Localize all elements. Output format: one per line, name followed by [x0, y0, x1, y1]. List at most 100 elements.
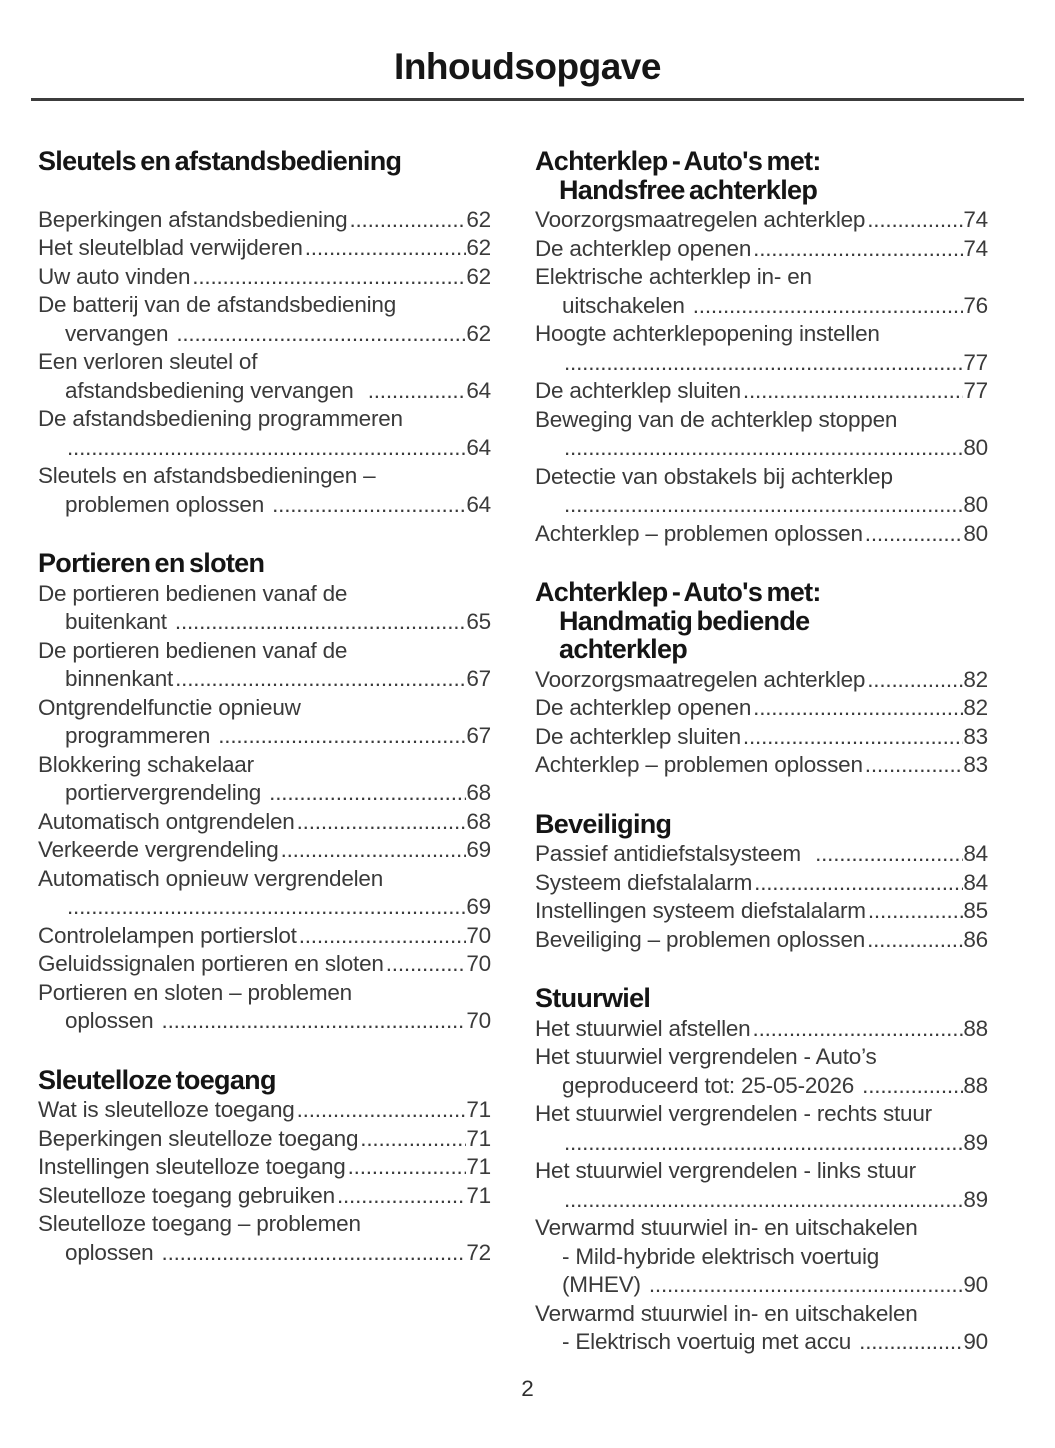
toc-entry: De achterklep openen....................… — [535, 694, 988, 723]
dot-leader: ........................................… — [336, 1182, 466, 1208]
toc-entry-lastline: buitenkant .............................… — [38, 608, 491, 637]
toc-entry-line: Systeem diefstalalarm — [535, 869, 753, 895]
page-ref: 89 — [963, 1186, 988, 1212]
page-ref: 88 — [963, 1015, 988, 1041]
toc-entry-line: Het stuurwiel vergrendelen - Auto’s — [535, 1044, 877, 1069]
toc-entry-lastline: Sleutelloze toegang gebruiken...........… — [38, 1182, 491, 1211]
page-ref: 71 — [466, 1125, 491, 1151]
toc-entry-line: Achterklep – problemen oplossen — [535, 752, 863, 777]
dot-leader: ........................................… — [161, 1239, 467, 1265]
page-number: 2 — [521, 1376, 534, 1401]
toc-entry-line: Een verloren sleutel of — [38, 349, 258, 374]
page-ref: 90 — [963, 1272, 988, 1297]
toc-entry: De achterklep sluiten...................… — [535, 723, 988, 752]
toc-entry: Blokkering schakelaar portiervergrendelin… — [38, 751, 491, 808]
toc-entry: Verkeerde vergrendeling.................… — [38, 836, 491, 865]
page-ref: 76 — [963, 292, 988, 318]
toc-section: Stuurwiel Het stuurwiel afstellen........… — [535, 984, 988, 1357]
toc-entry-line: Het stuurwiel afstellen — [535, 1015, 751, 1041]
page-ref: 64 — [466, 491, 491, 517]
dot-leader: ........................................… — [298, 922, 467, 948]
page-ref: 62 — [466, 320, 491, 346]
section-heading-line: Beveiliging — [535, 808, 672, 839]
page-ref: 70 — [466, 1008, 491, 1033]
toc-entry-line: Het sleutelblad verwijderen — [38, 235, 303, 260]
toc-entry-lastline: Wat is sleutelloze toegang..............… — [38, 1096, 491, 1125]
toc-entry-lastline: uitschakelen ...........................… — [535, 292, 988, 321]
toc-entry-line: Elektrische achterklep in- en — [535, 264, 812, 289]
toc-entry-lastline: oplossen ...............................… — [38, 1239, 491, 1268]
toc-entry-line: Het stuurwiel vergrendelen - rechts stuu… — [535, 1101, 932, 1126]
toc-entry: Voorzorgsmaatregelen achterklep.........… — [535, 666, 988, 695]
toc-entry-line: Ontgrendelfunctie opnieuw — [38, 694, 301, 720]
toc-entry: De batterij van de afstandsbediening verv… — [38, 291, 491, 348]
toc-entry-lastline: Instellingen systeem diefstalalarm......… — [535, 897, 988, 926]
toc-entry-lastline: ........................................… — [38, 893, 491, 922]
toc-entry-line: Het stuurwiel vergrendelen - links stuur — [535, 1158, 916, 1183]
page-ref: 70 — [466, 922, 491, 948]
page-ref: 72 — [466, 1239, 491, 1265]
toc-entry-line: Voorzorgsmaatregelen achterklep — [535, 207, 866, 232]
toc-column-left: Sleutels en afstandsbediening Beperkingen… — [38, 147, 491, 1357]
page-ref: 80 — [963, 520, 988, 546]
dot-leader: ........................................… — [867, 207, 963, 232]
page-title: Inhoudsopgave — [394, 46, 661, 87]
page-ref: 64 — [466, 434, 491, 460]
page-ref: 71 — [466, 1182, 491, 1208]
dot-leader: ........................................… — [296, 808, 467, 834]
page-ref: 62 — [466, 235, 491, 260]
dot-leader: ........................................… — [692, 292, 964, 318]
toc-entry-lastline: Beperkingen sleutelloze toegang.........… — [38, 1125, 491, 1154]
toc-entry: Wat is sleutelloze toegang..............… — [38, 1096, 491, 1125]
toc-entry: Het sleutelblad verwijderen.............… — [38, 234, 491, 263]
toc-entry: Sleutelloze toegang gebruiken...........… — [38, 1182, 491, 1211]
dot-leader: ........................................… — [815, 841, 964, 866]
page-ref: 85 — [963, 898, 988, 923]
toc-entry: Een verloren sleutel of afstandsbediening… — [38, 348, 491, 405]
toc-entry-line: buitenkant — [65, 609, 173, 634]
toc-entry-lastline: Controlelampen portierslot..............… — [38, 922, 491, 951]
toc-entry-lastline: portiervergrendeling ...................… — [38, 779, 491, 808]
page-ref: 67 — [466, 666, 491, 691]
dot-leader: ........................................… — [174, 609, 466, 634]
dot-leader: ........................................… — [862, 1072, 963, 1098]
page-ref: 71 — [466, 1154, 491, 1179]
toc-entry-lastline: problemen oplossen .....................… — [38, 491, 491, 520]
page-ref: 80 — [963, 492, 988, 517]
toc-entry-line: Portieren en sloten – problemen — [38, 979, 352, 1005]
toc-section: Achterklep - Auto's met: Handmatig bedien… — [535, 578, 988, 780]
toc-entry-lastline: geproduceerd tot: 25-05-2026 ...........… — [535, 1072, 988, 1101]
toc-entry: Het stuurwiel vergrendelen - rechts stuu… — [535, 1100, 988, 1157]
toc-entry-lastline: De achterklep sluiten...................… — [535, 723, 988, 752]
toc-entry-lastline: - Elektrisch voertuig met accu .........… — [535, 1328, 988, 1357]
toc-entry-line: afstandsbediening vervangen — [65, 377, 366, 403]
toc-entry-line: Sleutels en afstandsbedieningen – — [38, 463, 376, 488]
page-ref: 86 — [963, 926, 988, 952]
toc-entry-line: Automatisch ontgrendelen — [38, 808, 295, 834]
dot-leader: ........................................… — [360, 1125, 466, 1151]
toc-entry-lastline: Voorzorgsmaatregelen achterklep.........… — [535, 206, 988, 235]
toc-entry-line: Uw auto vinden — [38, 263, 191, 289]
section-heading-line: Handmatig bediende — [559, 605, 810, 636]
toc-column-right: Achterklep - Auto's met: Handsfree achter… — [535, 147, 988, 1357]
toc-entry: Beperkingen sleutelloze toegang.........… — [38, 1125, 491, 1154]
page-ref: 77 — [963, 378, 988, 403]
toc-entry-line: portiervergrendeling — [65, 780, 268, 805]
toc-entry-lastline: (MHEV) .................................… — [535, 1271, 988, 1300]
dot-leader: ........................................… — [347, 1154, 467, 1179]
toc-entry-lastline: Instellingen sleutelloze toegang........… — [38, 1153, 491, 1182]
dot-leader: ........................................… — [867, 926, 964, 952]
section-heading-line: Handsfree achterklep — [559, 174, 818, 205]
page-ref: 82 — [963, 666, 988, 692]
page-ref: 69 — [466, 894, 491, 919]
toc-entry-lastline: Achterklep – problemen oplossen.........… — [535, 520, 988, 549]
toc-entry: Sleutelloze toegang – problemen oplossen … — [38, 1210, 491, 1267]
toc-entry-lastline: ........................................… — [535, 1186, 988, 1215]
page-ref: 70 — [466, 951, 491, 976]
toc-entry-lastline: Uw auto vinden..........................… — [38, 263, 491, 292]
page-ref: 84 — [963, 869, 988, 895]
toc-entry-lastline: De achterklep openen....................… — [535, 235, 988, 264]
toc-entry-lastline: vervangen ..............................… — [38, 320, 491, 349]
toc-section: Portieren en sloten De portieren bedienen… — [38, 549, 491, 1036]
page-ref: 62 — [466, 206, 491, 232]
